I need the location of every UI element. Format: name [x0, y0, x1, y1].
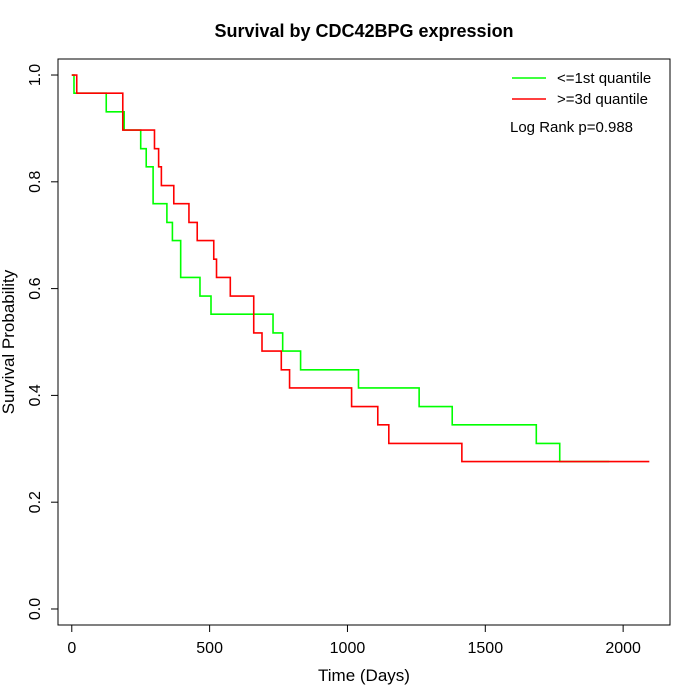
y-tick-label: 0.2 [27, 491, 44, 513]
x-axis-label: Time (Days) [318, 666, 410, 685]
x-tick-label: 500 [196, 640, 223, 657]
y-tick-label: 0.0 [27, 598, 44, 620]
legend: <=1st quantile >=3d quantile [512, 70, 651, 108]
legend-label: >=3d quantile [557, 91, 648, 108]
y-tick-label: 1.0 [27, 64, 44, 86]
y-tick-label: 0.6 [27, 277, 44, 299]
y-axis-label: Survival Probability [0, 269, 18, 414]
x-tick-label: 1000 [330, 640, 366, 657]
x-axis: 0 500 1000 1500 2000 [67, 624, 641, 657]
series-layer [71, 74, 650, 463]
x-tick-label: 1500 [468, 640, 504, 657]
y-axis: 0.0 0.2 0.4 0.6 0.8 1.0 [27, 64, 59, 620]
y-tick-label: 0.8 [27, 171, 44, 193]
x-tick-label: 0 [67, 640, 76, 657]
plot-frame [57, 58, 671, 626]
x-tick-label: 2000 [605, 640, 641, 657]
series-line-2 [71, 74, 650, 463]
chart-title: Survival by CDC42BPG expression [214, 21, 513, 41]
legend-label: <=1st quantile [557, 70, 651, 87]
log-rank-annotation: Log Rank p=0.988 [510, 119, 633, 136]
y-tick-label: 0.4 [27, 384, 44, 406]
